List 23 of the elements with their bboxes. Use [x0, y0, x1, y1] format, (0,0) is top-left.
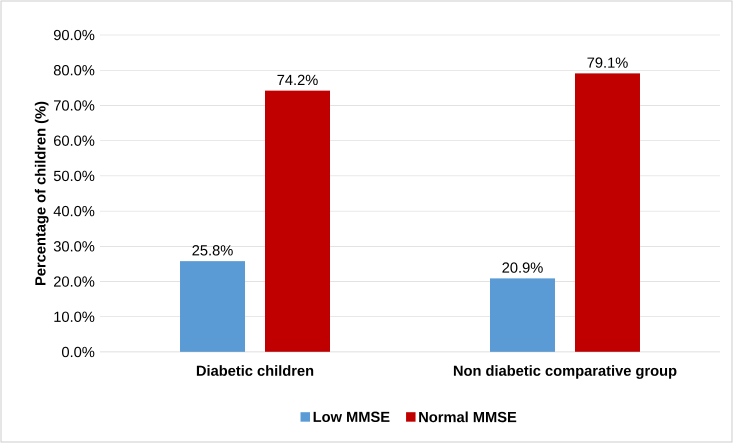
data-label: 79.1%: [587, 57, 628, 68]
y-tick-label: 70.0%: [54, 100, 94, 111]
y-tick-label: 50.0%: [54, 170, 94, 182]
legend-label: Low MMSE: [314, 412, 390, 422]
data-label: 25.8%: [192, 245, 233, 256]
data-label: 20.9%: [502, 262, 543, 273]
bar: [265, 90, 330, 352]
bar: [574, 73, 640, 352]
y-axis-title: Percentage of children (%): [34, 102, 49, 286]
bar: [490, 278, 555, 352]
bar: [180, 261, 246, 352]
y-tick-label: 30.0%: [54, 241, 94, 252]
x-tick-label: Non diabetic comparative group: [454, 365, 676, 379]
y-tick-label: 40.0%: [54, 206, 94, 216]
y-tick-label: 60.0%: [54, 135, 94, 146]
legend-label: Normal MMSE: [419, 411, 516, 422]
x-tick-label: Diabetic children: [196, 365, 314, 376]
y-tick-label: 20.0%: [54, 276, 94, 287]
y-tick-label: 80.0%: [54, 65, 94, 76]
y-tick-label: 0.0%: [62, 346, 94, 358]
y-tick-label: 90.0%: [54, 30, 94, 40]
data-label: 74.2%: [277, 74, 318, 86]
y-tick-label: 10.0%: [54, 312, 94, 322]
